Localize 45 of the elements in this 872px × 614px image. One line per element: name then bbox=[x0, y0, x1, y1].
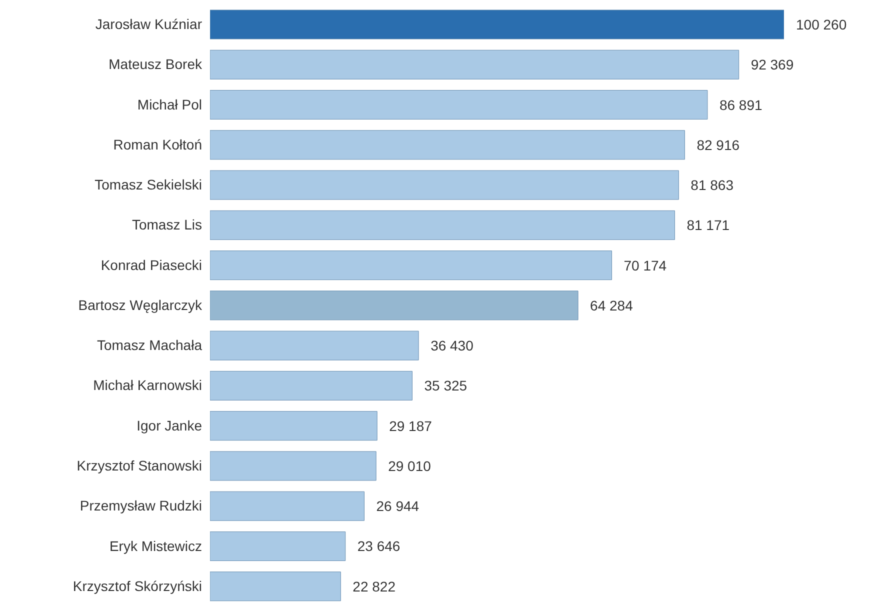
bar bbox=[210, 330, 419, 360]
y-tick-label: Roman Kołtoń bbox=[113, 136, 202, 152]
data-label: 64 284 bbox=[590, 297, 634, 314]
data-label: 35 325 bbox=[424, 378, 468, 394]
data-label: 26 944 bbox=[376, 498, 420, 514]
y-tick-label: Tomasz Sekielski bbox=[94, 176, 202, 193]
y-tick-label: Igor Janke bbox=[136, 417, 202, 434]
bar bbox=[210, 531, 346, 561]
y-tick-label: Tomasz Machała bbox=[96, 337, 202, 354]
bar bbox=[210, 10, 784, 40]
data-label: 81 171 bbox=[686, 217, 730, 234]
bar bbox=[210, 411, 378, 441]
bar bbox=[210, 90, 708, 120]
data-label: 92 369 bbox=[750, 56, 794, 73]
y-tick-label: Michał Pol bbox=[137, 96, 202, 112]
bar bbox=[210, 250, 612, 280]
bar bbox=[210, 210, 675, 240]
bar bbox=[210, 370, 412, 400]
data-label: 29 010 bbox=[388, 458, 432, 474]
bar bbox=[210, 170, 679, 200]
y-tick-label: Krzysztof Skórzyński bbox=[72, 578, 202, 594]
bar bbox=[210, 572, 341, 602]
data-label: 86 891 bbox=[719, 96, 762, 113]
y-tick-label: Krzysztof Stanowski bbox=[76, 458, 202, 474]
y-tick-label: Jarosław Kuźniar bbox=[95, 16, 202, 32]
y-tick-label: Tomasz Lis bbox=[132, 216, 202, 233]
y-tick-label: Eryk Mistewicz bbox=[109, 538, 202, 554]
data-label: 22 822 bbox=[352, 578, 396, 594]
data-label: 36 430 bbox=[430, 338, 474, 354]
bar bbox=[210, 50, 740, 80]
data-label: 100 260 bbox=[796, 16, 847, 32]
y-tick-label: Mateusz Borek bbox=[108, 56, 203, 72]
bar bbox=[210, 130, 685, 160]
data-label: 70 174 bbox=[624, 257, 667, 274]
bar bbox=[210, 451, 376, 481]
data-label: 82 916 bbox=[696, 136, 740, 153]
data-label: 29 187 bbox=[389, 418, 432, 434]
bar bbox=[210, 290, 578, 320]
y-tick-label: Bartosz Węglarczyk bbox=[78, 296, 203, 313]
y-tick-label: Michał Karnowski bbox=[93, 377, 202, 394]
data-label: 81 863 bbox=[690, 177, 734, 194]
y-tick-label: Przemysław Rudzki bbox=[80, 498, 202, 514]
bar bbox=[210, 491, 365, 521]
data-label: 23 646 bbox=[357, 538, 400, 554]
y-tick-label: Konrad Piasecki bbox=[100, 256, 202, 273]
